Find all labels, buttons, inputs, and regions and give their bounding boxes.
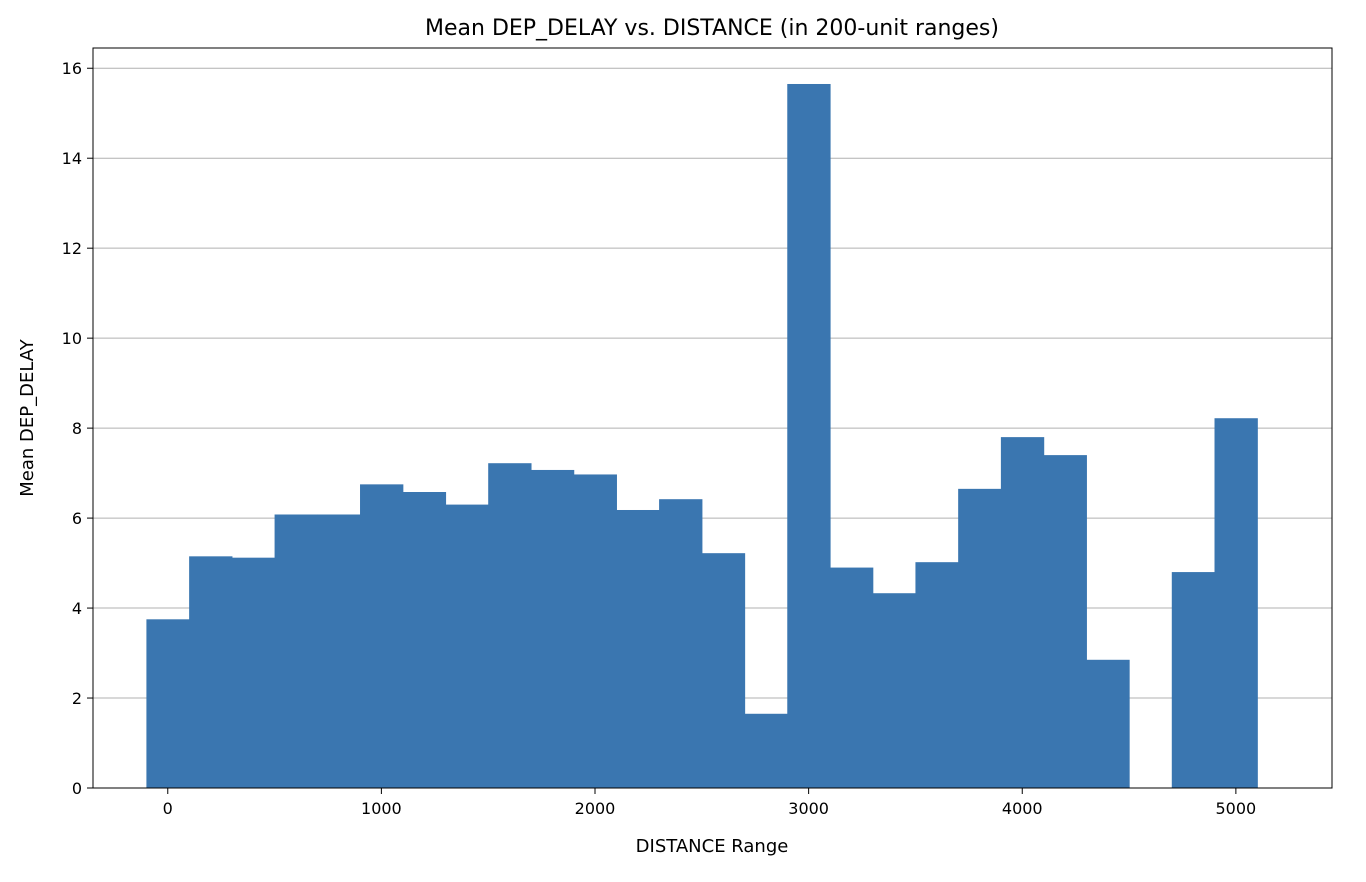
bar (1214, 418, 1258, 788)
bar (445, 504, 489, 788)
x-tick-label: 3000 (788, 799, 829, 818)
y-tick-label: 14 (62, 149, 82, 168)
x-tick-label: 2000 (575, 799, 616, 818)
y-axis-ticks: 0 2 4 6 8 10 12 14 16 (62, 59, 93, 798)
bar (787, 83, 831, 788)
x-tick-label: 5000 (1216, 799, 1257, 818)
bar (317, 514, 361, 788)
y-tick-label: 16 (62, 59, 82, 78)
y-axis-title: Mean DEP_DELAY (17, 338, 38, 496)
bar (659, 499, 703, 788)
y-tick-label: 2 (72, 689, 82, 708)
y-tick-label: 6 (72, 509, 82, 528)
x-tick-label: 1000 (361, 799, 402, 818)
bar (530, 469, 575, 788)
y-tick-label: 12 (62, 239, 82, 258)
bar (616, 509, 660, 788)
bar (1086, 659, 1130, 788)
bar (829, 567, 874, 788)
chart-title: Mean DEP_DELAY vs. DISTANCE (in 200-unit… (425, 16, 999, 41)
plot-area-frame (92, 47, 1333, 789)
bar (146, 619, 190, 788)
y-tick-label: 0 (72, 779, 82, 798)
bar (189, 556, 233, 788)
bar (231, 557, 276, 788)
bar (1000, 437, 1045, 788)
x-tick-label: 0 (163, 799, 173, 818)
bar (274, 514, 318, 788)
bar (1171, 572, 1216, 788)
y-tick-label: 8 (72, 419, 82, 438)
y-tick-label: 4 (72, 599, 82, 618)
y-tick-label: 10 (62, 329, 82, 348)
bar (701, 553, 746, 788)
bar (402, 492, 447, 788)
bar (915, 562, 959, 788)
bar (872, 593, 917, 788)
x-axis-title: DISTANCE Range (636, 836, 789, 857)
bar (1043, 455, 1087, 788)
bar (360, 484, 404, 788)
bar (488, 463, 532, 788)
bar (958, 488, 1002, 788)
bar (573, 474, 617, 788)
x-tick-label: 4000 (1002, 799, 1043, 818)
bars (146, 83, 1258, 788)
x-axis-ticks: 0 1000 2000 3000 4000 5000 (163, 788, 1257, 818)
bar (744, 713, 788, 788)
